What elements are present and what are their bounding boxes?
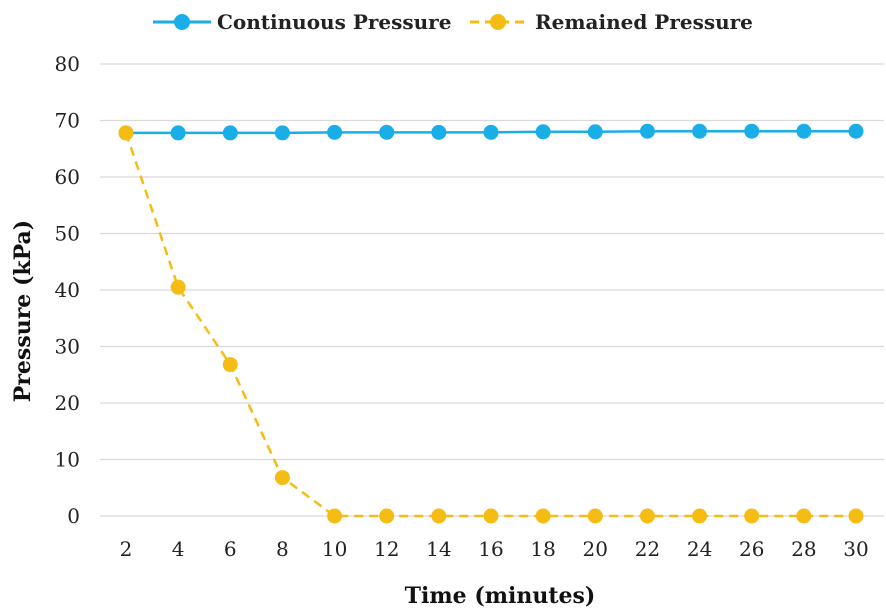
x-tick-label: 28 <box>791 537 816 561</box>
y-axis-ticks: 0 10 20 30 40 50 60 70 80 <box>55 52 80 528</box>
series-1 <box>118 125 864 524</box>
data-point <box>848 508 864 524</box>
x-tick-label: 16 <box>478 537 503 561</box>
x-axis-title: Time (minutes) <box>405 583 596 609</box>
data-point <box>744 123 760 139</box>
data-point <box>379 508 395 524</box>
y-tick-label: 40 <box>55 278 80 302</box>
data-point <box>639 123 655 139</box>
x-tick-label: 20 <box>583 537 608 561</box>
x-tick-label: 14 <box>426 537 451 561</box>
x-tick-label: 26 <box>739 537 764 561</box>
data-point <box>848 123 864 139</box>
data-point <box>483 124 499 140</box>
data-point <box>587 508 603 524</box>
y-tick-label: 50 <box>55 222 80 246</box>
x-tick-label: 4 <box>172 537 185 561</box>
y-tick-label: 70 <box>55 109 80 133</box>
x-tick-label: 30 <box>843 537 868 561</box>
data-point <box>692 508 708 524</box>
y-tick-label: 0 <box>67 504 80 528</box>
y-tick-label: 10 <box>55 448 80 472</box>
legend: Continuous Pressure Remained Pressure <box>153 10 753 34</box>
data-point <box>327 508 343 524</box>
y-tick-label: 30 <box>55 335 80 359</box>
y-axis-title: Pressure (kPa) <box>10 220 36 402</box>
data-point <box>587 124 603 140</box>
data-point <box>327 124 343 140</box>
data-point <box>535 124 551 140</box>
x-tick-label: 18 <box>530 537 555 561</box>
x-tick-label: 6 <box>224 537 237 561</box>
series-layer <box>118 123 864 524</box>
data-point <box>535 508 551 524</box>
x-tick-label: 2 <box>120 537 133 561</box>
x-tick-label: 24 <box>687 537 712 561</box>
data-point <box>274 125 290 141</box>
x-tick-label: 12 <box>374 537 399 561</box>
data-point <box>796 123 812 139</box>
series-0 <box>118 123 864 141</box>
data-point <box>170 125 186 141</box>
x-axis-ticks: 2 4 6 8 10 12 14 16 18 20 22 24 26 28 30 <box>120 537 869 561</box>
series-line-1 <box>124 132 856 518</box>
data-point <box>692 123 708 139</box>
data-point <box>796 508 812 524</box>
y-tick-label: 60 <box>55 165 80 189</box>
data-point <box>483 508 499 524</box>
y-tick-label: 20 <box>55 391 80 415</box>
x-tick-label: 10 <box>322 537 347 561</box>
legend-swatch-continuous-marker <box>174 14 190 30</box>
legend-label-continuous: Continuous Pressure <box>217 10 451 34</box>
legend-item-continuous: Continuous Pressure <box>153 10 451 34</box>
y-tick-label: 80 <box>55 52 80 76</box>
data-point <box>118 125 134 141</box>
grid <box>100 63 884 517</box>
x-tick-label: 8 <box>276 537 289 561</box>
data-point <box>431 124 447 140</box>
data-point <box>431 508 447 524</box>
x-tick-label: 22 <box>635 537 660 561</box>
legend-swatch-remained-marker <box>490 14 506 30</box>
data-point <box>222 125 238 141</box>
data-point <box>274 470 290 486</box>
data-point <box>639 508 655 524</box>
data-point <box>222 357 238 373</box>
legend-label-remained: Remained Pressure <box>535 10 753 34</box>
legend-item-remained: Remained Pressure <box>470 10 753 34</box>
data-point <box>379 124 395 140</box>
data-point <box>170 279 186 295</box>
data-point <box>744 508 760 524</box>
